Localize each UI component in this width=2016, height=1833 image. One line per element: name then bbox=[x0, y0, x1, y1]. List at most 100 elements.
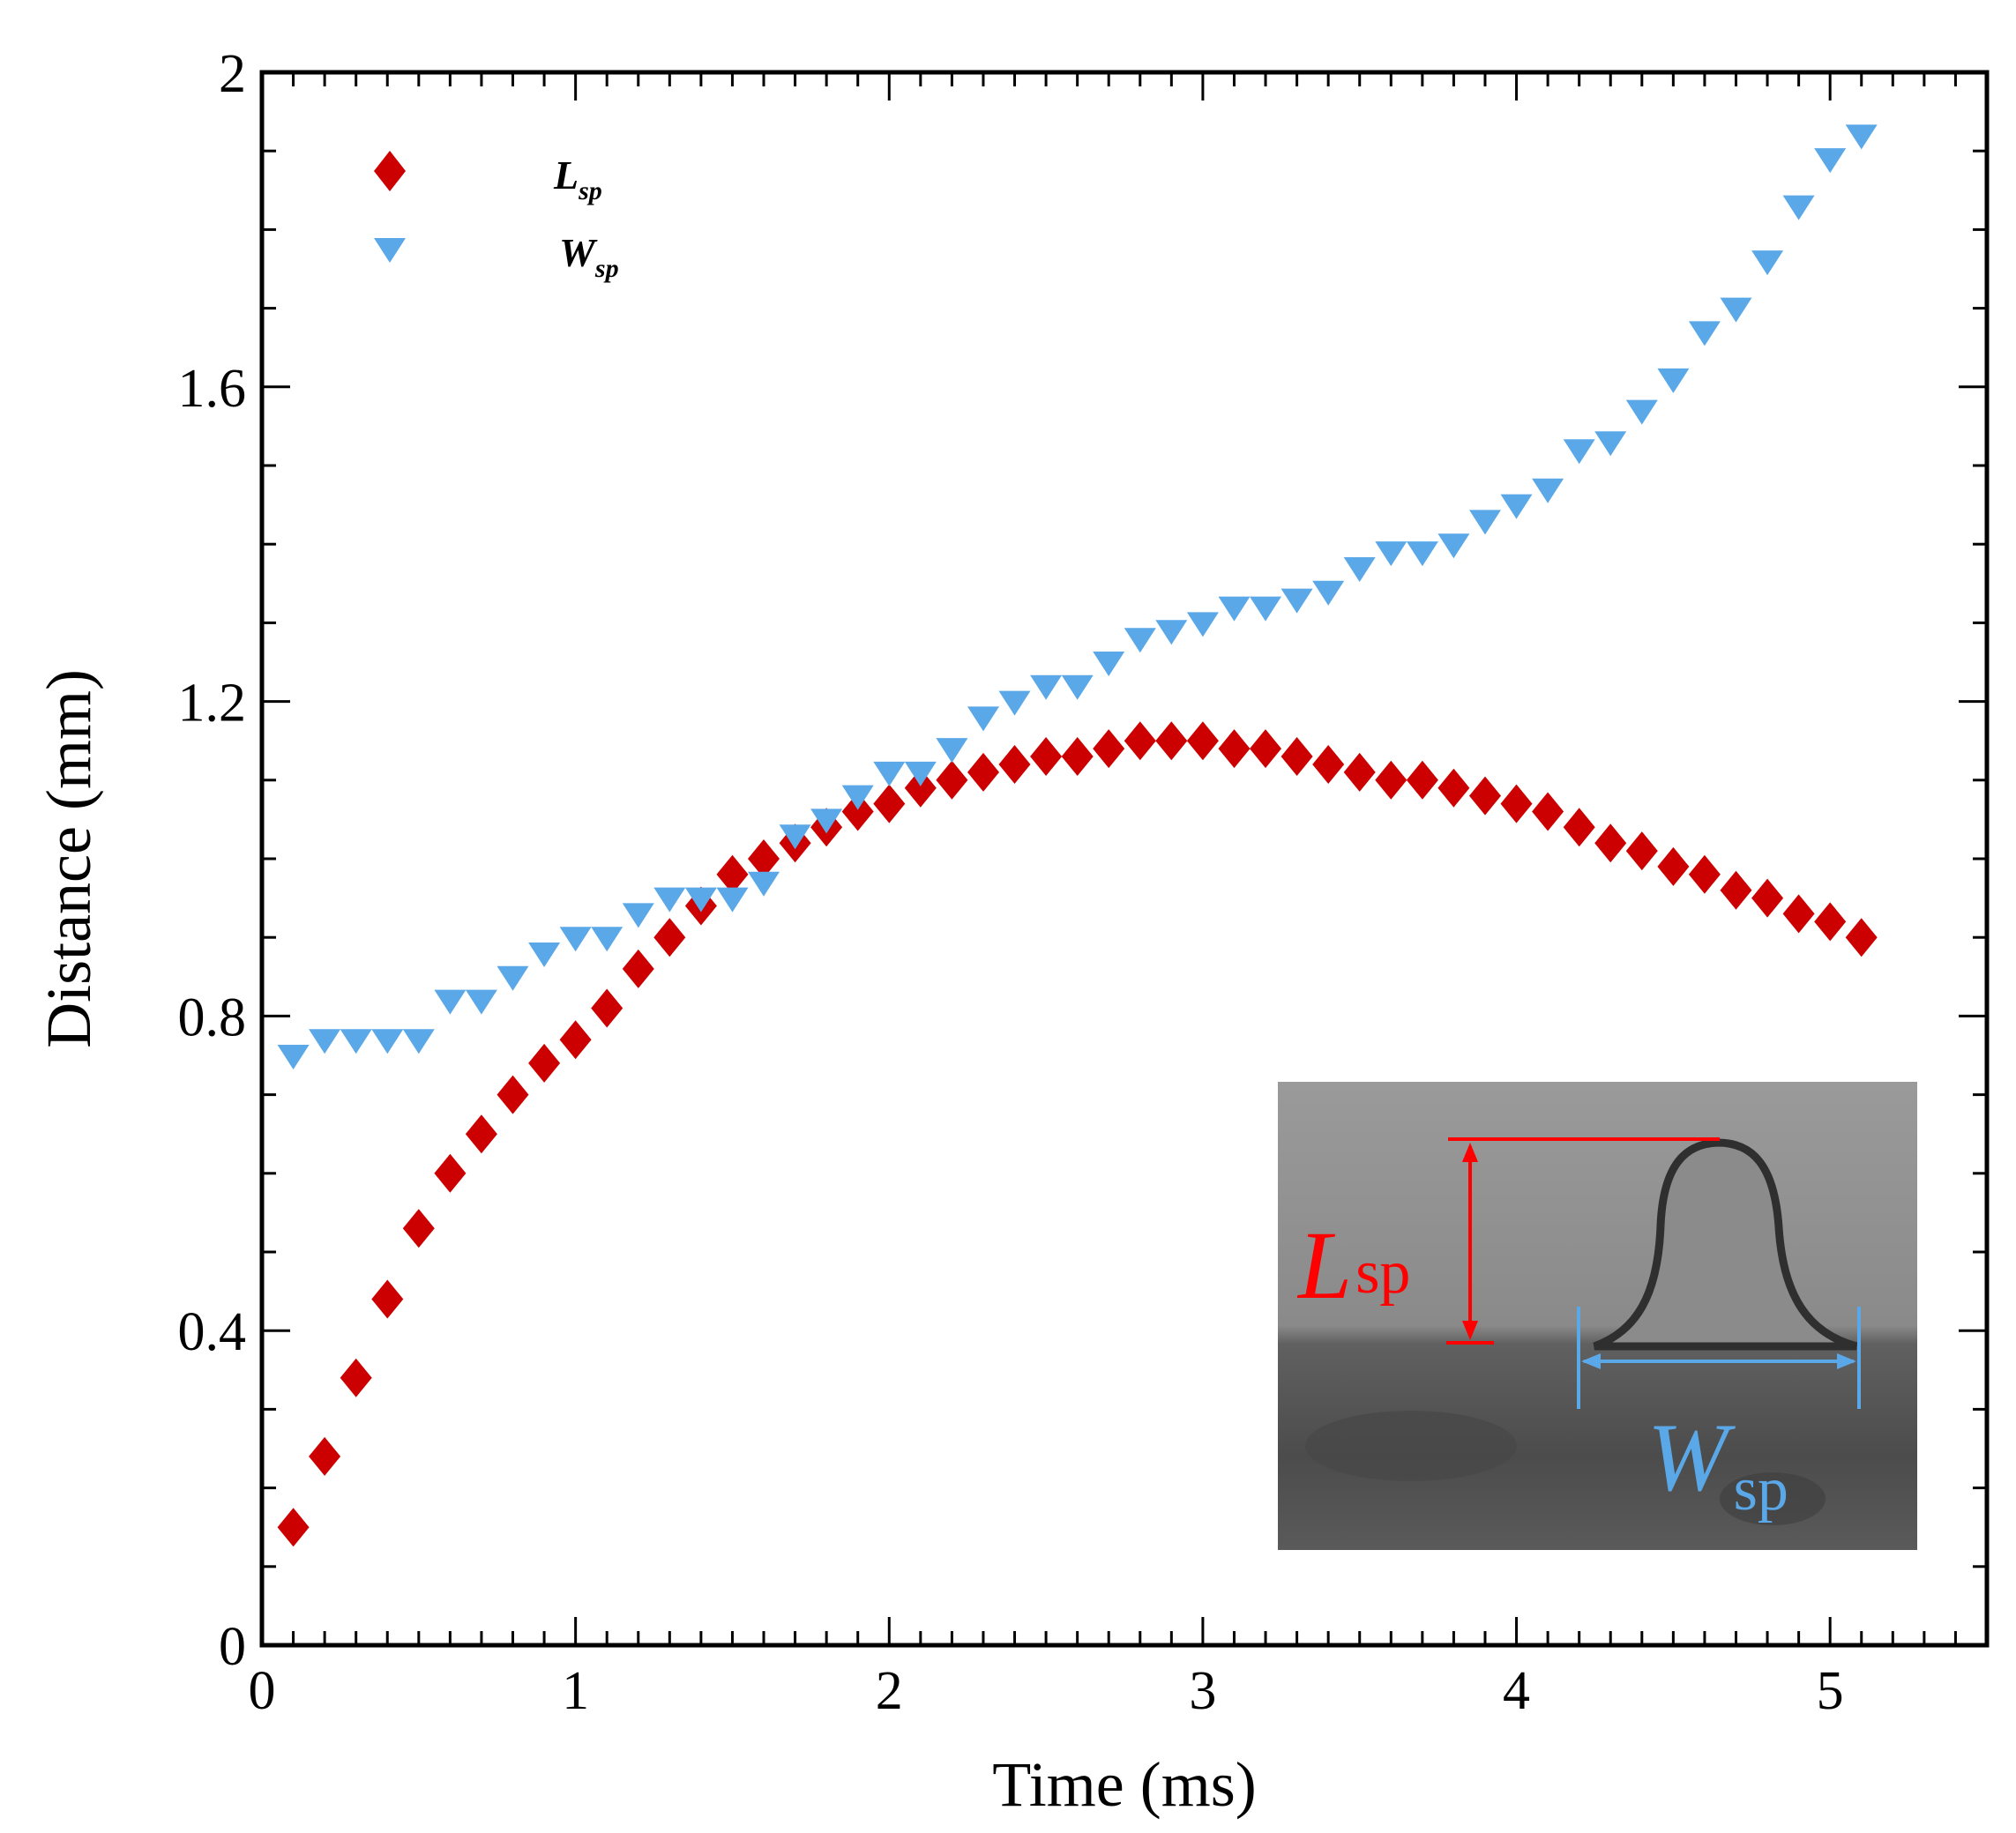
w-sp-point bbox=[841, 785, 874, 810]
l-sp-point bbox=[371, 1279, 404, 1319]
legend: Lsp Wsp bbox=[374, 151, 619, 283]
w-sp-point bbox=[1688, 321, 1721, 346]
l-sp-point bbox=[1782, 894, 1815, 934]
w-sp-point bbox=[1124, 628, 1156, 653]
l-sp-point bbox=[653, 918, 686, 957]
l-sp-point bbox=[402, 1209, 435, 1248]
w-sp-point bbox=[967, 706, 999, 732]
w-sp-point bbox=[1532, 478, 1564, 503]
series-l-sp bbox=[277, 721, 1878, 1547]
x-tick-label: 4 bbox=[1503, 1661, 1530, 1721]
w-sp-point bbox=[309, 1029, 341, 1054]
w-sp-point bbox=[371, 1029, 404, 1054]
w-sp-point bbox=[1281, 588, 1313, 614]
l-sp-point bbox=[1218, 729, 1251, 769]
y-tick-label: 1.2 bbox=[178, 674, 247, 734]
inset-length-label-main: L bbox=[1296, 1211, 1352, 1319]
l-sp-point bbox=[936, 760, 968, 800]
w-sp-point bbox=[1594, 431, 1627, 457]
w-sp-point bbox=[1375, 541, 1407, 567]
inset-length-arrowhead-top bbox=[1462, 1143, 1478, 1162]
l-sp-point bbox=[1845, 918, 1878, 957]
w-sp-point bbox=[497, 965, 529, 991]
l-sp-point bbox=[873, 784, 906, 823]
l-sp-point bbox=[1751, 878, 1784, 918]
l-sp-point bbox=[277, 1508, 310, 1547]
inset-background bbox=[1278, 1082, 1917, 1550]
l-sp-point bbox=[1625, 831, 1658, 871]
inset-length-label-sub: sp bbox=[1355, 1239, 1410, 1307]
legend-marker-w-sp bbox=[374, 238, 406, 263]
w-sp-point bbox=[622, 903, 654, 928]
x-tick-label: 5 bbox=[1817, 1661, 1844, 1721]
l-sp-point bbox=[1061, 737, 1094, 776]
l-sp-point bbox=[434, 1153, 467, 1193]
w-sp-point bbox=[1218, 596, 1251, 622]
w-sp-point bbox=[340, 1029, 372, 1054]
legend-label-l-sp: Lsp bbox=[553, 153, 602, 205]
w-sp-point bbox=[779, 824, 811, 850]
inset-width-label-sub: sp bbox=[1734, 1456, 1788, 1524]
w-sp-point bbox=[1093, 652, 1125, 676]
y-tick-label: 0.4 bbox=[178, 1302, 247, 1362]
l-sp-point bbox=[1375, 760, 1407, 800]
w-sp-point bbox=[1469, 510, 1501, 535]
legend-label-w-sp-sub: sp bbox=[594, 254, 619, 283]
l-sp-point bbox=[1594, 823, 1627, 863]
l-sp-point bbox=[1124, 721, 1156, 761]
w-sp-point bbox=[277, 1045, 310, 1069]
inset-dark-blob bbox=[1305, 1411, 1517, 1481]
l-sp-point bbox=[528, 1043, 561, 1083]
l-sp-point bbox=[591, 988, 623, 1028]
l-sp-point bbox=[1155, 721, 1188, 761]
inset-width-label-main: W bbox=[1647, 1404, 1736, 1511]
l-sp-point bbox=[340, 1358, 372, 1397]
l-sp-point bbox=[1720, 870, 1752, 910]
inset-width-arrowhead-right bbox=[1837, 1353, 1856, 1369]
w-sp-point bbox=[1343, 557, 1376, 582]
w-sp-point bbox=[1814, 148, 1847, 174]
l-sp-point bbox=[497, 1075, 529, 1114]
l-sp-point bbox=[841, 792, 874, 831]
legend-label-l-sp-main: L bbox=[553, 153, 579, 197]
w-sp-point bbox=[1751, 250, 1784, 276]
l-sp-point bbox=[1469, 776, 1501, 816]
w-sp-point bbox=[716, 887, 749, 913]
w-sp-point bbox=[998, 690, 1031, 716]
l-sp-point bbox=[622, 949, 654, 988]
inset-length-label: Lsp bbox=[1296, 1211, 1410, 1319]
w-sp-point bbox=[810, 808, 843, 834]
w-sp-point bbox=[434, 989, 467, 1015]
x-tick-label: 2 bbox=[876, 1661, 903, 1721]
l-sp-point bbox=[1563, 808, 1595, 847]
w-sp-point bbox=[653, 887, 686, 913]
w-sp-point bbox=[591, 927, 623, 952]
w-sp-point bbox=[1625, 399, 1658, 425]
y-tick-label: 0.8 bbox=[178, 987, 247, 1047]
x-tick-label: 3 bbox=[1189, 1661, 1216, 1721]
w-sp-point bbox=[1500, 494, 1533, 519]
l-sp-point bbox=[1532, 792, 1564, 831]
inset-droplet bbox=[1593, 1138, 1858, 1351]
w-sp-point bbox=[1155, 620, 1188, 645]
w-sp-point bbox=[904, 761, 937, 786]
x-axis-title: Time (ms) bbox=[992, 1749, 1256, 1820]
y-axis-ticks: 0 0.4 0.8 1.2 1.6 2 bbox=[178, 44, 1987, 1677]
legend-label-l-sp-sub: sp bbox=[578, 176, 602, 205]
l-sp-point bbox=[1093, 729, 1125, 769]
l-sp-point bbox=[1688, 854, 1721, 894]
w-sp-point bbox=[1030, 674, 1063, 700]
l-sp-point bbox=[1814, 902, 1847, 942]
l-sp-point bbox=[1500, 784, 1533, 823]
w-sp-point bbox=[559, 927, 592, 952]
legend-label-w-sp-main: W bbox=[559, 230, 598, 275]
w-sp-point bbox=[1845, 124, 1878, 150]
legend-label-w-sp: Wsp bbox=[559, 230, 619, 283]
l-sp-point bbox=[1406, 760, 1438, 800]
inset-photo: Lsp Wsp bbox=[1278, 1082, 1917, 1550]
l-sp-point bbox=[465, 1114, 497, 1154]
legend-marker-l-sp bbox=[374, 151, 406, 191]
w-sp-point bbox=[1437, 533, 1470, 559]
l-sp-point bbox=[1030, 737, 1063, 776]
